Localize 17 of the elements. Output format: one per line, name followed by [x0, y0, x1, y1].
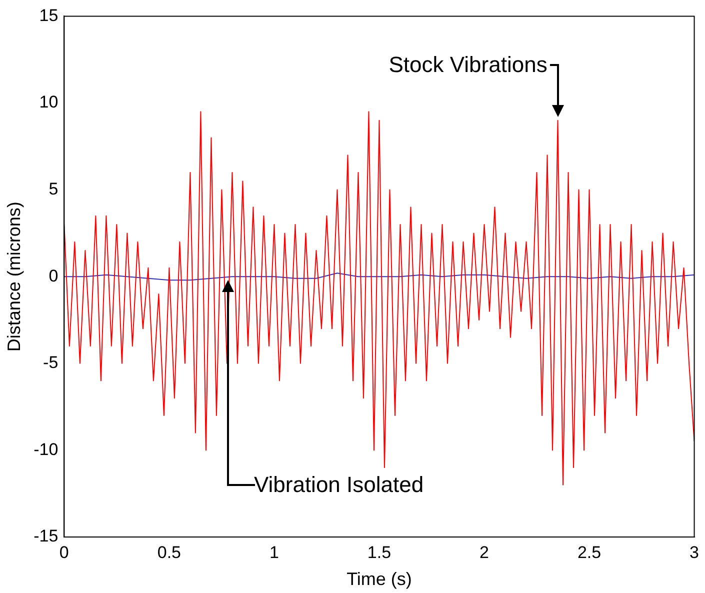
- x-tick-label: 1.5: [367, 542, 392, 562]
- annotation: Stock Vibrations: [388, 52, 548, 78]
- y-tick-label: 15: [39, 6, 58, 25]
- y-tick-label: -15: [34, 526, 58, 546]
- x-axis-title: Time (s): [346, 569, 412, 590]
- y-tick-label: -10: [34, 440, 58, 459]
- y-axis-title: Distance (microns): [4, 202, 24, 352]
- x-tick-label: 3: [690, 542, 700, 562]
- x-tick-label: 2.5: [577, 542, 602, 562]
- y-tick-label: 5: [48, 179, 58, 198]
- y-tick-label: 10: [39, 92, 58, 112]
- y-tick-label: -5: [43, 353, 58, 372]
- x-tick-label: 2: [480, 542, 489, 562]
- x-tick-label: 0.5: [157, 542, 182, 562]
- annotation: Vibration Isolated: [254, 472, 424, 497]
- y-tick-label: 0: [48, 266, 58, 286]
- x-tick-label: 1: [269, 542, 279, 562]
